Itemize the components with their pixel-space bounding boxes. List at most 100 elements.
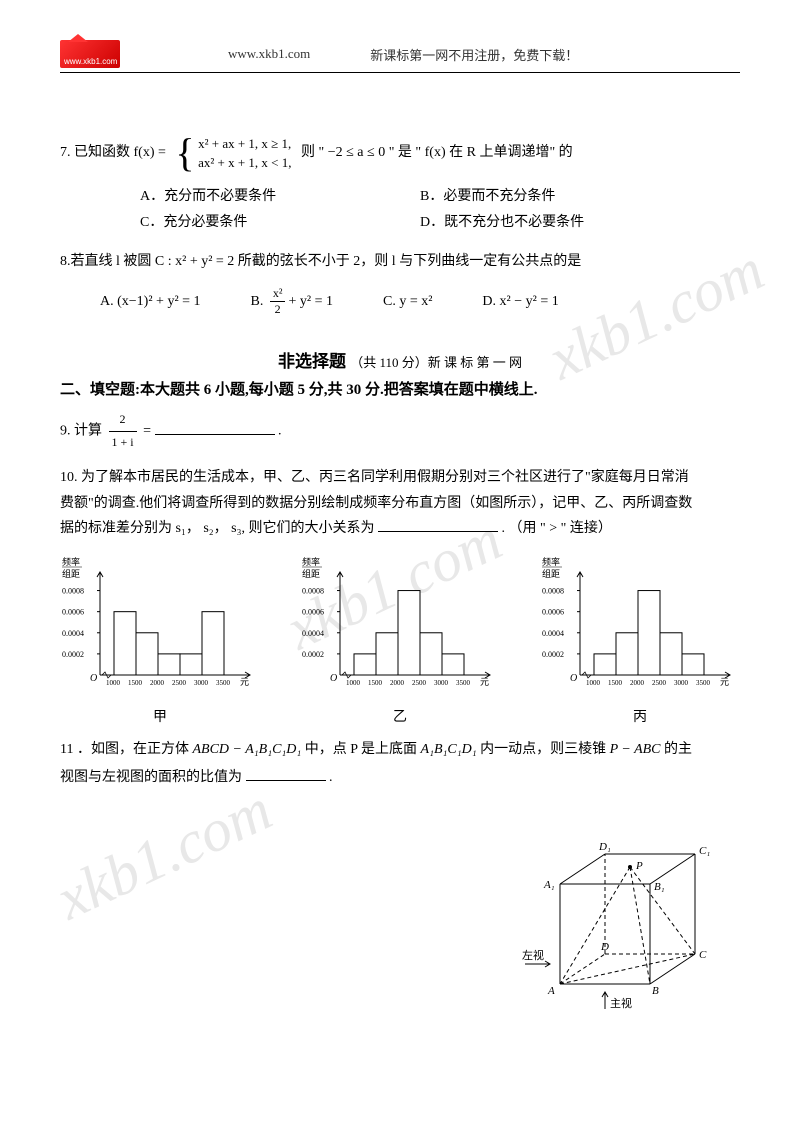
- question-11: 11 ．如图，在正方体 ABCD − A₁B₁C₁D₁ 中，点 P 是上底面 A…: [60, 736, 740, 792]
- frac-den: 1 + i: [109, 432, 137, 454]
- svg-text:C: C: [699, 949, 707, 961]
- q11-suffix: .: [329, 770, 333, 785]
- svg-text:2000: 2000: [150, 679, 165, 687]
- svg-text:B₁: B₁: [654, 881, 665, 893]
- svg-text:频率: 频率: [302, 556, 320, 567]
- frac-num: x²: [270, 286, 286, 302]
- svg-text:频率: 频率: [62, 556, 80, 567]
- svg-text:元: 元: [240, 677, 249, 687]
- svg-text:O: O: [330, 673, 337, 684]
- question-8: 8.若直线 l 被圆 C : x² + y² = 2 所截的弦长不小于 2，则 …: [60, 249, 740, 274]
- q7-condition: 则 " −2 ≤ a ≤ 0 " 是 " f(x) 在 R 上单调递增" 的: [301, 145, 573, 160]
- svg-text:2500: 2500: [412, 679, 427, 687]
- svg-text:元: 元: [720, 677, 729, 687]
- svg-text:0.0004: 0.0004: [542, 629, 564, 638]
- page-header: www.xkb1.com www.xkb1.com 新课标第一网不用注册，免费下…: [60, 40, 740, 73]
- q11-pre-d: 的主: [664, 742, 692, 757]
- svg-text:3000: 3000: [434, 679, 449, 687]
- svg-text:A₁: A₁: [543, 879, 555, 891]
- header-url: www.xkb1.com: [228, 46, 310, 62]
- q8-label-d: D.: [482, 294, 496, 310]
- q8-option-d: x² − y² = 1: [500, 294, 559, 310]
- svg-text:1000: 1000: [346, 679, 361, 687]
- svg-text:D: D: [600, 941, 609, 953]
- q8-option-b-rest: + y² = 1: [288, 294, 333, 310]
- q8-label-b: B.: [251, 294, 264, 310]
- svg-text:0.0004: 0.0004: [62, 629, 84, 638]
- piece-2: ax² + x + 1, x < 1,: [198, 153, 291, 173]
- frac-num: 2: [109, 409, 137, 432]
- histo-label-bing: 丙: [540, 706, 740, 726]
- svg-text:频率: 频率: [542, 556, 560, 567]
- svg-text:主视: 主视: [610, 996, 632, 1010]
- svg-text:D₁: D₁: [598, 841, 611, 853]
- q10-line3-post: . （用 " > " 连接）: [502, 521, 612, 536]
- answer-blank: [246, 767, 326, 781]
- q11-pre-c: 内一动点，则三棱锥: [480, 742, 610, 757]
- q9-fraction: 2 1 + i: [109, 409, 137, 453]
- histogram-bing: 频率组距O0.00020.00040.00060.000810001500200…: [540, 555, 740, 726]
- svg-text:组距: 组距: [542, 568, 560, 579]
- watermark: xkb1.com: [46, 775, 282, 934]
- svg-text:0.0008: 0.0008: [542, 586, 564, 595]
- q10-line2: 费额"的调查.他们将调查所得到的数据分别绘制成频率分布直方图（如图所示），记甲、…: [60, 491, 740, 516]
- svg-text:组距: 组距: [302, 568, 320, 579]
- svg-text:0.0008: 0.0008: [62, 586, 84, 595]
- svg-text:0.0004: 0.0004: [302, 629, 324, 638]
- logo-text: www.xkb1.com: [64, 57, 117, 66]
- q11-pre-b: 中，点 P 是上底面: [305, 742, 421, 757]
- svg-text:1500: 1500: [128, 679, 143, 687]
- frac-den: 2: [270, 302, 286, 317]
- histogram-bing-svg: 频率组距O0.00020.00040.00060.000810001500200…: [540, 555, 740, 695]
- site-logo: www.xkb1.com: [60, 40, 120, 68]
- question-7: 7. 已知函数 f(x) = { x² + ax + 1, x ≥ 1, ax²…: [60, 133, 740, 173]
- section-nonchoice-title: 非选择题 （共 110 分）新 课 标 第 一 网: [60, 347, 740, 372]
- answer-blank: [155, 421, 275, 435]
- svg-text:O: O: [570, 673, 577, 684]
- left-brace-icon: {: [175, 133, 194, 173]
- svg-text:3500: 3500: [216, 679, 231, 687]
- piece-1: x² + ax + 1, x ≥ 1,: [198, 134, 291, 154]
- svg-text:3500: 3500: [456, 679, 471, 687]
- svg-text:元: 元: [480, 677, 489, 687]
- svg-text:A: A: [547, 985, 555, 997]
- svg-text:C₁: C₁: [699, 845, 710, 857]
- q8-options: A. (x−1)² + y² = 1 B. x² 2 + y² = 1 C. y…: [100, 286, 740, 317]
- q11-top-face: A₁B₁C₁D₁: [421, 742, 477, 757]
- section-2-title: 二、填空题:本大题共 6 小题,每小题 5 分,共 30 分.把答案填在题中横线…: [60, 378, 740, 399]
- histo-label-yi: 乙: [300, 706, 500, 726]
- histogram-jia-svg: 频率组距O0.00020.00040.00060.000810001500200…: [60, 555, 260, 695]
- q9-equals: =: [143, 424, 154, 439]
- svg-text:2000: 2000: [390, 679, 405, 687]
- svg-text:1500: 1500: [608, 679, 623, 687]
- q8-option-b-frac: x² 2: [270, 286, 286, 317]
- piecewise-cases: x² + ax + 1, x ≥ 1, ax² + x + 1, x < 1,: [198, 134, 291, 173]
- question-10: 10. 为了解本市居民的生活成本，甲、乙、丙三名同学利用假期分别对三个社区进行了…: [60, 465, 740, 541]
- q9-prefix: 9. 计算: [60, 424, 106, 439]
- svg-text:0.0006: 0.0006: [542, 608, 564, 617]
- svg-text:组距: 组距: [62, 568, 80, 579]
- svg-text:1000: 1000: [586, 679, 601, 687]
- q7-option-c: C．充分必要条件: [140, 211, 420, 231]
- histogram-jia: 频率组距O0.00020.00040.00060.000810001500200…: [60, 555, 260, 726]
- q9-suffix: .: [278, 424, 282, 439]
- svg-text:0.0006: 0.0006: [302, 608, 324, 617]
- svg-text:P: P: [635, 860, 643, 872]
- cube-figure: ABCDA₁B₁C₁D₁P左视主视: [520, 814, 720, 1019]
- q8-option-a: (x−1)² + y² = 1: [117, 294, 200, 310]
- q10-line1: 10. 为了解本市居民的生活成本，甲、乙、丙三名同学利用假期分别对三个社区进行了…: [60, 465, 740, 490]
- svg-text:O: O: [90, 673, 97, 684]
- header-tagline: 新课标第一网不用注册，免费下载！: [370, 45, 578, 64]
- q11-cube-name: ABCD − A₁B₁C₁D₁: [192, 742, 301, 757]
- q7-option-a: A．充分而不必要条件: [140, 185, 420, 205]
- q11-pre-a: 11 ．如图，在正方体: [60, 742, 192, 757]
- svg-text:2500: 2500: [652, 679, 667, 687]
- svg-text:0.0008: 0.0008: [302, 586, 324, 595]
- q7-options: A．充分而不必要条件 B．必要而不充分条件 C．充分必要条件 D．既不充分也不必…: [140, 185, 740, 231]
- section-subtitle: （共 110 分）新 课 标 第 一 网: [350, 355, 522, 370]
- svg-text:左视: 左视: [522, 948, 544, 962]
- svg-text:0.0006: 0.0006: [62, 608, 84, 617]
- q8-text: 8.若直线 l 被圆 C : x² + y² = 2 所截的弦长不小于 2，则 …: [60, 254, 581, 269]
- q7-prefix: 7. 已知函数: [60, 145, 130, 160]
- section-title-text: 非选择题: [278, 352, 346, 371]
